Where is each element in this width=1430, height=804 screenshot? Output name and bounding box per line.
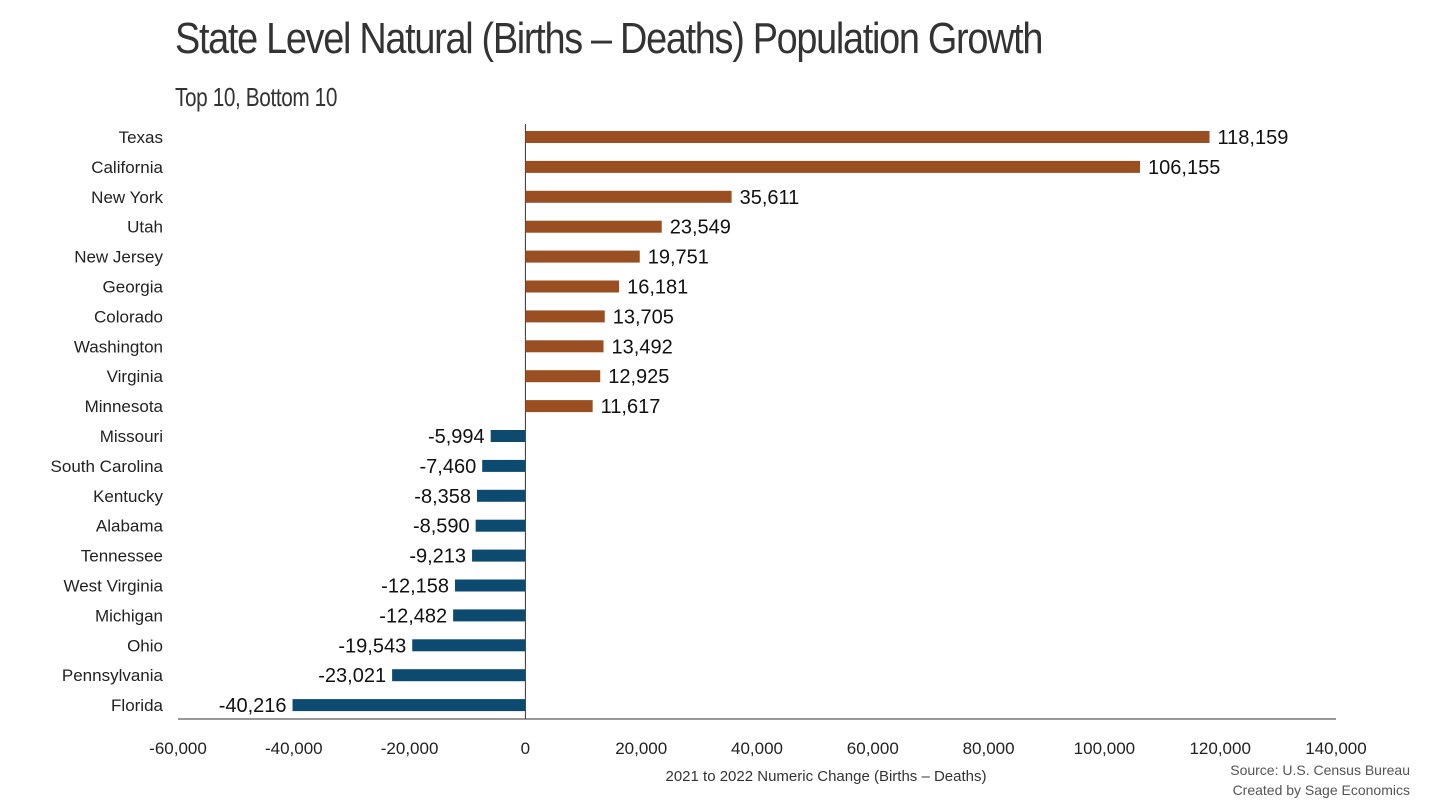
value-label: -19,543 [338,635,406,657]
x-tick-label: 140,000 [1305,739,1366,758]
category-label: Pennsylvania [62,666,164,685]
value-label: 106,155 [1148,157,1220,179]
value-label: 11,617 [601,396,661,418]
bar [525,160,1141,173]
bar [525,280,620,293]
x-axis-label: 2021 to 2022 Numeric Change (Births – De… [665,768,986,785]
bar [292,699,526,712]
bar [453,609,526,622]
category-label: Ohio [127,636,163,655]
value-label: 23,549 [670,217,731,239]
value-label: -8,590 [413,516,470,538]
category-label: Washington [74,337,163,356]
value-label: -5,994 [428,426,485,448]
value-label: 12,925 [608,366,669,388]
x-tick-label: -20,000 [381,739,439,758]
category-label: Tennessee [81,547,163,566]
category-label: Minnesota [85,397,164,416]
bar [392,669,526,682]
bar [525,340,604,353]
value-label: -9,213 [409,546,466,568]
bar [472,549,526,562]
x-tick-label: 80,000 [963,739,1015,758]
category-label: California [91,158,163,177]
bar [482,459,526,472]
value-label: -40,216 [219,695,287,717]
credit-line: Created by Sage Economics [1232,782,1410,798]
category-label: Colorado [94,307,163,326]
chart-bars [292,131,1210,712]
value-label: -12,158 [381,576,449,598]
chart-title: State Level Natural (Births – Deaths) Po… [175,14,1043,63]
category-label: Texas [119,128,163,147]
category-label: Virginia [107,367,164,386]
x-tick-label: 60,000 [847,739,899,758]
value-label: 13,705 [613,306,674,328]
value-label: 16,181 [627,277,688,299]
category-label: South Carolina [51,457,164,476]
source-note: Source: U.S. Census Bureau Created by Sa… [1230,760,1410,800]
bar [525,250,640,263]
bar [525,131,1210,143]
category-label: New York [91,188,163,207]
value-label: 19,751 [648,247,709,269]
x-tick-label: -60,000 [149,739,207,758]
category-label: Missouri [100,427,163,446]
bar [525,190,732,203]
category-label: Michigan [95,606,163,625]
bar [412,639,526,652]
bar [525,370,601,383]
x-tick-label: -40,000 [265,739,323,758]
bar [525,220,662,233]
category-label: New Jersey [74,248,163,267]
category-label: Georgia [103,278,164,297]
value-label: -8,358 [414,486,471,508]
value-label: -23,021 [318,665,386,687]
x-tick-label: 20,000 [615,739,667,758]
source-line: Source: U.S. Census Bureau [1230,762,1410,778]
chart-labels: Texas 118,159 California 106,155 New York 35,… [51,127,1289,717]
chart-axes: -60,000 -40,000 -20,000 0 20,000 40,000 60,000… [149,124,1367,758]
x-tick-label: 100,000 [1074,739,1135,758]
value-label: -7,460 [419,456,476,478]
x-tick-label: 0 [521,739,530,758]
value-label: 13,492 [612,336,673,358]
value-label: 118,159 [1218,127,1289,149]
x-tick-label: 120,000 [1189,739,1250,758]
value-label: 35,611 [740,187,800,209]
x-tick-label: 40,000 [731,739,783,758]
category-label: Kentucky [93,487,163,506]
chart-subtitle: Top 10, Bottom 10 [175,82,338,112]
category-label: Alabama [96,517,164,536]
bar [490,430,526,442]
category-label: Utah [127,218,163,237]
bar [455,579,526,592]
bar [525,310,605,323]
category-label: West Virginia [63,577,163,596]
bar [525,400,593,413]
category-label: Florida [111,696,164,715]
bar [475,519,526,532]
value-label: -12,482 [379,605,447,627]
bar [477,489,526,502]
